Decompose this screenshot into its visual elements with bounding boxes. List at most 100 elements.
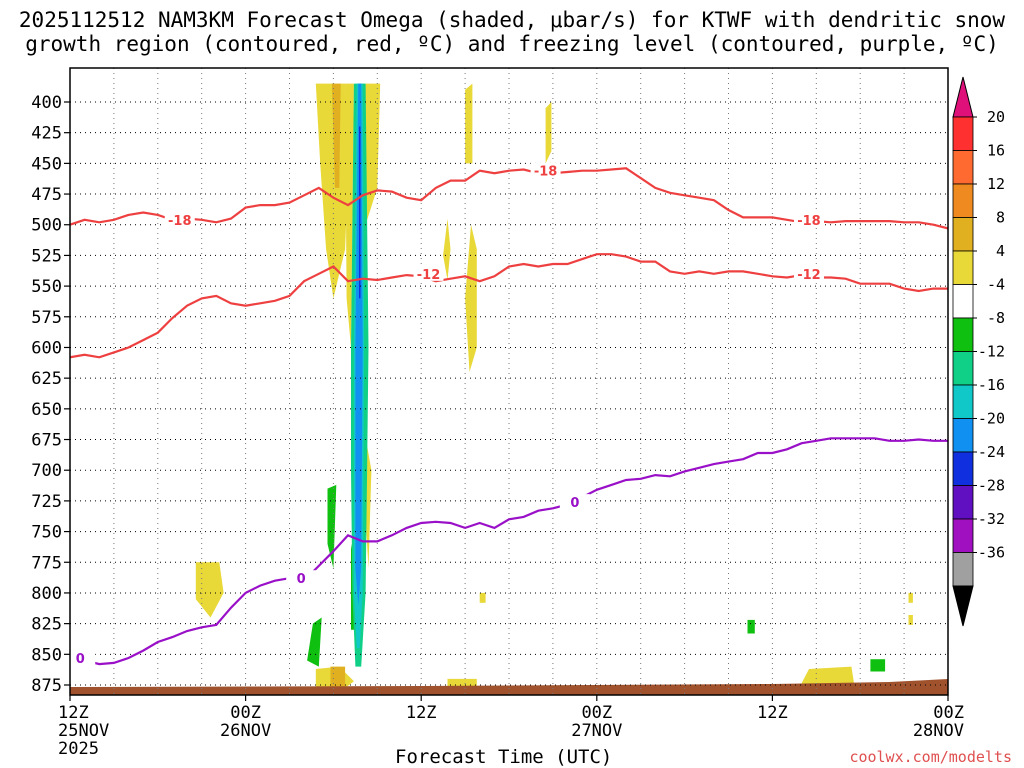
x-tick-time: 00Z xyxy=(230,703,261,723)
colorbar-label: -28 xyxy=(978,477,1005,495)
y-tick-label: 550 xyxy=(31,277,62,297)
contour-label: -18 xyxy=(797,214,821,229)
contour-label: 0 xyxy=(76,652,85,667)
y-tick-label: 725 xyxy=(31,492,62,512)
colorbar: 20 16 12 8 4 -4 -8 -12 -16 -20 -24 -28 -32 -36 xyxy=(952,76,1005,627)
x-tick-time: 12Z xyxy=(58,703,89,723)
colorbar-label: -20 xyxy=(978,410,1005,428)
contour-label: 0 xyxy=(297,572,306,587)
colorbar-label: 4 xyxy=(996,242,1005,260)
chart-title-line-1: 2025112512 NAM3KM Forecast Omega (shaded… xyxy=(18,8,1006,32)
terrain-fill xyxy=(70,679,948,695)
omega-shaded-region xyxy=(195,562,224,618)
colorbar-swatch xyxy=(952,418,974,453)
omega-shaded-region xyxy=(330,666,346,692)
colorbar-swatch xyxy=(952,384,974,419)
contour-label-bg xyxy=(559,494,590,510)
contour-label: -12 xyxy=(797,268,821,283)
contour-label: -18 xyxy=(168,214,192,229)
credit-link[interactable]: coolwx.com/modelts xyxy=(849,748,1012,766)
x-tick-time: 12Z xyxy=(757,703,788,723)
colorbar-swatch xyxy=(952,451,974,486)
colorbar-label: 16 xyxy=(987,142,1005,160)
colorbar-label: -16 xyxy=(978,376,1005,394)
colorbar-bottom-arrow xyxy=(952,585,974,627)
omega-shaded-region xyxy=(908,592,913,603)
y-tick-label: 500 xyxy=(31,216,62,236)
contour-label-bg xyxy=(70,649,96,665)
colorbar-label: -4 xyxy=(987,276,1005,294)
colorbar-top-arrow xyxy=(952,76,974,118)
colorbar-swatch xyxy=(952,183,974,218)
colorbar-swatch xyxy=(952,284,974,319)
omega-shaded-region xyxy=(747,619,755,634)
colorbar-swatch xyxy=(952,518,974,553)
y-axis: 400 425 450 475 500 525 550 575 600 625 650 675 700 7… xyxy=(31,93,70,696)
contour-layer: -18 -18 -18 -12 -12 0 0 0 xyxy=(70,162,948,667)
colorbar-swatch xyxy=(952,351,974,386)
y-tick-label: 400 xyxy=(31,93,62,113)
y-tick-label: 700 xyxy=(31,461,62,481)
colorbar-label: -36 xyxy=(978,544,1005,562)
omega-shaded-region xyxy=(870,659,886,672)
omega-shaded-region xyxy=(908,615,913,625)
colorbar-label: 12 xyxy=(987,175,1005,193)
y-tick-label: 600 xyxy=(31,338,62,358)
omega-shaded-region xyxy=(331,83,341,188)
y-tick-label: 825 xyxy=(31,615,62,635)
contour-label-bg xyxy=(530,162,561,178)
x-tick-date: 26NOV xyxy=(220,721,271,741)
omega-shaded-region xyxy=(355,83,363,606)
y-tick-label: 800 xyxy=(31,584,62,604)
colorbar-swatch xyxy=(952,317,974,352)
colorbar-label: 8 xyxy=(996,209,1005,227)
contour-label-bg xyxy=(413,265,444,281)
contour-label-bg xyxy=(793,265,824,281)
y-tick-label: 525 xyxy=(31,246,62,266)
contour-label-bg xyxy=(793,211,824,227)
y-tick-label: 575 xyxy=(31,308,62,328)
omega-shaded-region xyxy=(545,102,552,164)
colorbar-label: 20 xyxy=(987,108,1005,126)
contour-label: -18 xyxy=(534,165,558,180)
contour-label: -12 xyxy=(417,268,441,283)
x-tick-time: 00Z xyxy=(933,703,964,723)
x-tick-date: 28NOV xyxy=(913,721,964,741)
y-tick-label: 750 xyxy=(31,523,62,543)
y-tick-label: 875 xyxy=(31,676,62,696)
omega-shaded-region xyxy=(443,218,451,280)
omega-shaded-region xyxy=(359,126,361,299)
colorbar-label: -12 xyxy=(978,343,1005,361)
colorbar-swatch xyxy=(952,217,974,252)
omega-shaded-region xyxy=(327,484,337,569)
terrain-layer xyxy=(70,679,948,695)
colorbar-label: -24 xyxy=(978,443,1005,461)
omega-shaded-region xyxy=(465,83,473,164)
colorbar-swatch xyxy=(952,150,974,185)
omega-shaded-region xyxy=(479,592,486,603)
colorbar-label: -8 xyxy=(987,309,1005,327)
colorbar-swatch xyxy=(952,485,974,520)
contour-label-bg xyxy=(286,570,317,586)
y-tick-label: 675 xyxy=(31,431,62,451)
y-tick-label: 475 xyxy=(31,185,62,205)
contour-line xyxy=(70,437,948,666)
omega-shaded-region xyxy=(365,445,372,569)
y-tick-label: 625 xyxy=(31,369,62,389)
y-tick-label: 425 xyxy=(31,124,62,144)
x-tick-year: 2025 xyxy=(58,739,99,759)
omega-shaded-region xyxy=(465,224,477,372)
plot-border xyxy=(69,67,949,696)
omega-shaded-region xyxy=(307,617,322,667)
x-tick-date: 27NOV xyxy=(571,721,622,741)
plot-frame xyxy=(69,67,949,696)
contour-label: 0 xyxy=(570,496,579,511)
colorbar-swatch xyxy=(952,552,974,587)
chart-title-line-2: growth region (contoured, red, ºC) and f… xyxy=(25,32,999,56)
x-tick-time: 12Z xyxy=(406,703,437,723)
y-tick-label: 450 xyxy=(31,154,62,174)
x-axis-title: Forecast Time (UTC) xyxy=(395,746,613,768)
y-tick-label: 650 xyxy=(31,400,62,420)
